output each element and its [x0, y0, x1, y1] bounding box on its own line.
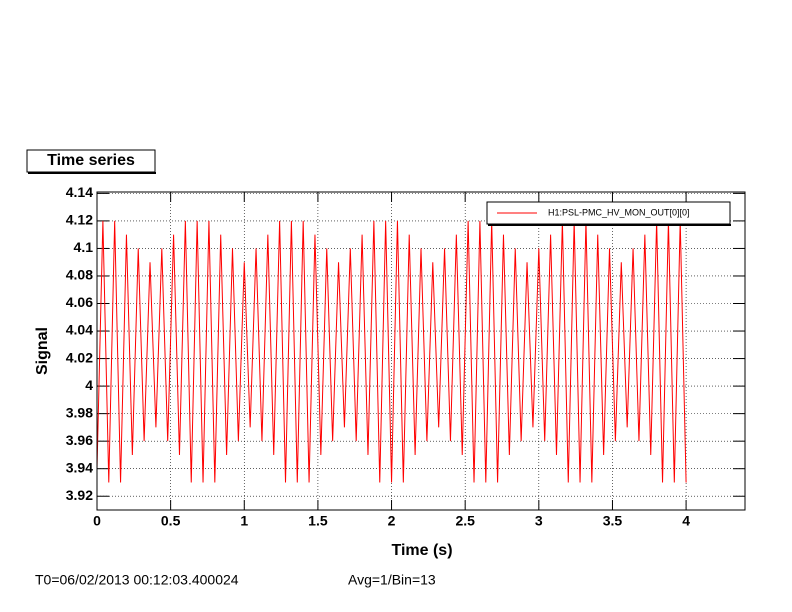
- x-tick-label: 2: [388, 513, 396, 529]
- plot-area: [97, 192, 745, 510]
- plot-frame: [96, 191, 746, 511]
- x-axis-label: Time (s): [391, 542, 452, 559]
- y-tick-label: 4.06: [66, 294, 93, 310]
- chart-title: Time series: [47, 152, 135, 169]
- y-tick-label: 4.08: [66, 267, 93, 283]
- x-tick-label: 1: [240, 513, 248, 529]
- signal-line: [96, 220, 687, 483]
- x-tick-label: 0.5: [161, 513, 181, 529]
- y-tick-label: 4.12: [66, 212, 93, 228]
- x-tick-label: 2.5: [455, 513, 475, 529]
- footer-avg: Avg=1/Bin=13: [348, 572, 436, 588]
- y-tick-label: 4.1: [74, 239, 94, 255]
- y-tick-label: 4.04: [66, 322, 93, 338]
- y-tick-label: 3.92: [66, 487, 93, 503]
- footer-t0: T0=06/02/2013 00:12:03.400024: [35, 572, 239, 588]
- x-tick-label: 3.5: [603, 513, 623, 529]
- x-tick-label: 3: [535, 513, 543, 529]
- legend-label: H1:PSL-PMC_HV_MON_OUT[0][0]: [548, 207, 690, 217]
- y-tick-label: 3.96: [66, 432, 93, 448]
- x-tick-label: 1.5: [308, 513, 328, 529]
- y-tick-label: 4.14: [66, 184, 93, 200]
- y-tick-label: 4: [85, 377, 93, 393]
- x-tick-label: 0: [93, 513, 101, 529]
- y-axis-label: Signal: [34, 327, 51, 375]
- y-tick-label: 4.02: [66, 349, 93, 365]
- x-tick-label: 4: [682, 513, 690, 529]
- y-tick-label: 3.98: [66, 404, 93, 420]
- y-tick-label: 3.94: [66, 459, 93, 475]
